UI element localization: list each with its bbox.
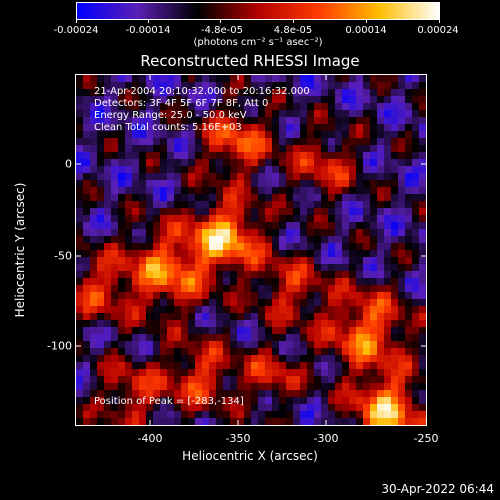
colorbar-label: -0.00014 xyxy=(125,25,171,36)
peak-position-text: Position of Peak = [-283,-134] xyxy=(94,396,244,407)
y-tick-label: -50 xyxy=(54,249,72,263)
y-tick-label: 0 xyxy=(65,157,72,171)
colorbar-label: -4.8e-05 xyxy=(201,25,243,36)
detectors-text: Detectors: 3F 4F 5F 6F 7F 8F, Att 0 xyxy=(94,98,269,109)
colorbar xyxy=(76,2,440,20)
colorbar-tick xyxy=(439,19,440,23)
colorbar-label: 0.00024 xyxy=(417,25,459,36)
plot-frame xyxy=(75,74,427,426)
image-title: Reconstructed RHESSI Image xyxy=(140,52,360,70)
colorbar-label: -0.00024 xyxy=(53,25,99,36)
time-range-text: 21-Apr-2004 20:10:32.000 to 20:16:32.000 xyxy=(94,86,310,97)
x-tick-label: -400 xyxy=(137,432,163,445)
colorbar-unit-label: (photons cm⁻² s⁻¹ asec⁻²) xyxy=(193,37,323,48)
x-axis-label: Heliocentric X (arcsec) xyxy=(182,449,318,463)
colorbar-tick xyxy=(366,19,367,23)
y-tick-label: -100 xyxy=(47,339,72,353)
clean-counts-text: Clean Total counts: 5.16E+03 xyxy=(94,122,242,133)
x-tick-label: -350 xyxy=(225,432,251,445)
colorbar-tick xyxy=(76,19,77,23)
colorbar-label: 0.00014 xyxy=(345,25,387,36)
rhessi-image-map xyxy=(76,75,426,425)
colorbar-tick xyxy=(148,19,149,23)
x-tick-label: -250 xyxy=(413,432,439,445)
energy-range-text: Energy Range: 25.0 - 50.0 keV xyxy=(94,110,247,121)
colorbar-tick xyxy=(220,19,221,23)
colorbar-label: 4.8e-05 xyxy=(273,25,313,36)
timestamp: 30-Apr-2022 06:44 xyxy=(381,482,494,496)
x-tick-label: -300 xyxy=(313,432,339,445)
y-axis-label: Heliocentric Y (arcsec) xyxy=(13,182,27,318)
colorbar-tick xyxy=(293,19,294,23)
